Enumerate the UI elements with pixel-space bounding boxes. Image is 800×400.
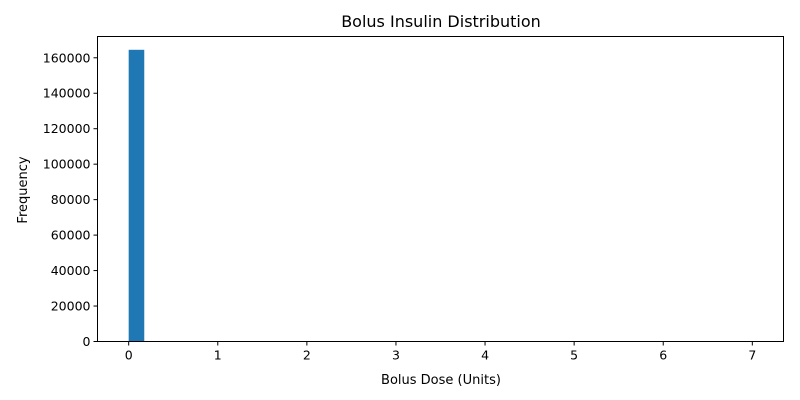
chart-title: Bolus Insulin Distribution xyxy=(341,12,541,31)
plot-frame xyxy=(97,36,784,342)
y-tick-label: 100000 xyxy=(43,157,91,172)
x-axis-ticks: 0 1 2 3 4 5 6 7 xyxy=(125,341,756,363)
y-tick-label: 0 xyxy=(83,334,91,349)
y-tick-label: 140000 xyxy=(43,86,91,101)
x-tick-label: 2 xyxy=(303,348,311,363)
y-tick-label: 160000 xyxy=(43,50,91,65)
x-tick-label: 3 xyxy=(392,348,400,363)
y-tick-label: 20000 xyxy=(51,299,91,314)
y-tick-label: 120000 xyxy=(43,121,91,136)
x-axis-label: Bolus Dose (Units) xyxy=(381,373,501,388)
x-tick-label: 7 xyxy=(748,348,756,363)
x-tick-label: 6 xyxy=(659,348,667,363)
x-tick-label: 1 xyxy=(214,348,222,363)
y-axis-label: Frequency xyxy=(16,156,31,223)
y-tick-label: 60000 xyxy=(51,228,91,243)
x-tick-label: 4 xyxy=(481,348,489,363)
x-tick-label: 5 xyxy=(570,348,578,363)
bars-group xyxy=(128,49,145,342)
y-tick-label: 80000 xyxy=(51,192,91,207)
x-tick-label: 0 xyxy=(125,348,133,363)
y-tick-label: 40000 xyxy=(51,263,91,278)
y-axis-ticks: 0 20000 40000 60000 80000 100000 120000 140000 1… xyxy=(43,50,98,349)
histogram-bar-0 xyxy=(128,49,145,342)
